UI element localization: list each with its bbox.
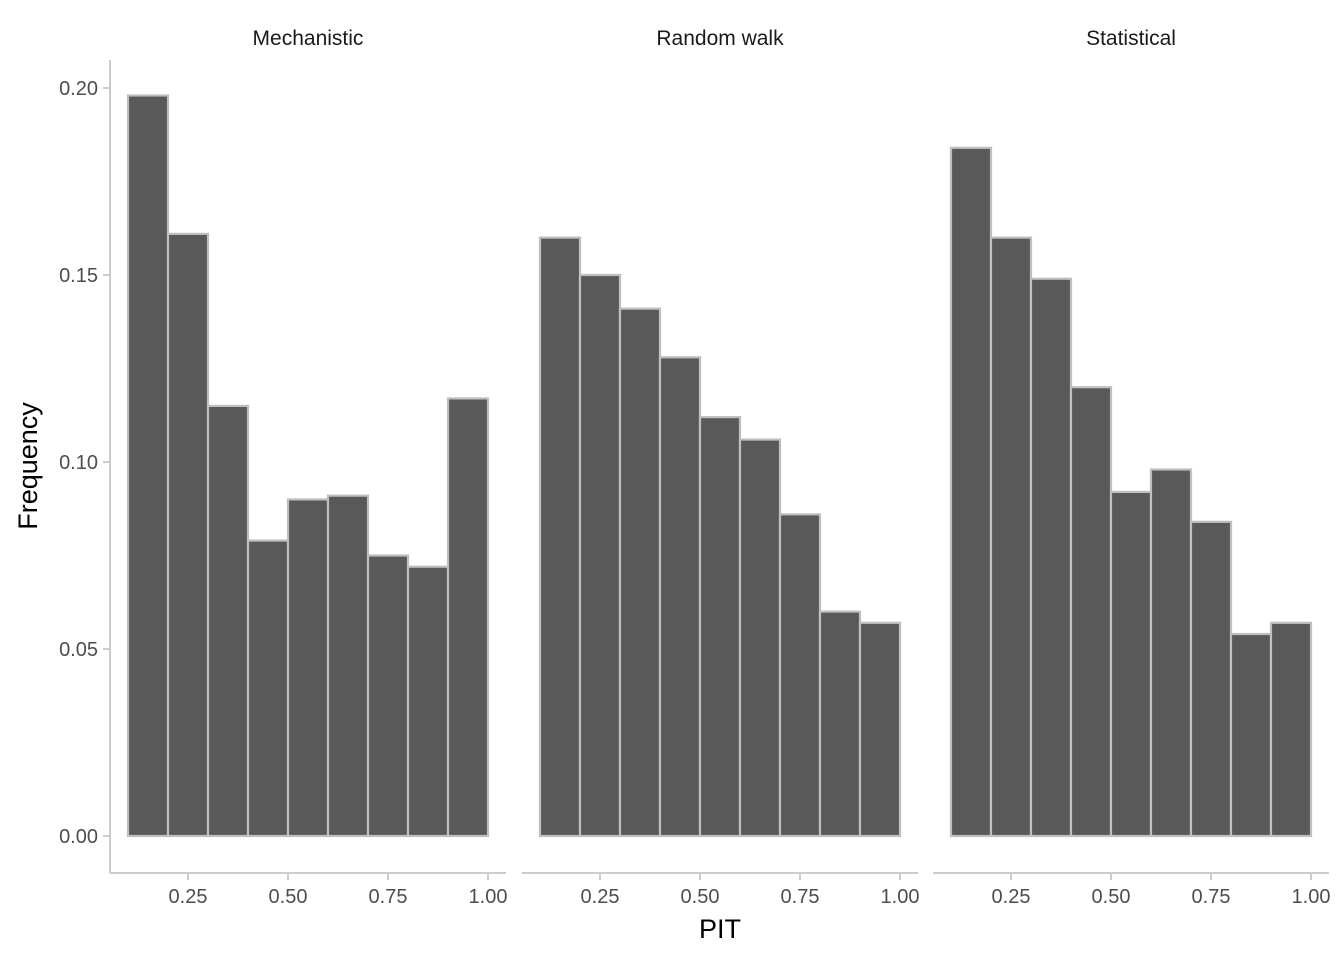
histogram-bar bbox=[1269, 621, 1313, 838]
histogram-bar bbox=[538, 236, 582, 838]
y-tick-label: 0.05 bbox=[59, 639, 98, 661]
facet-title: Statistical bbox=[1086, 27, 1176, 50]
histogram-bar bbox=[698, 416, 742, 838]
x-tick-label: 0.75 bbox=[781, 886, 820, 908]
facet-panel-mechanistic: Mechanistic 0.25 0.50 0.75 1.00 0.00 0.05 0.10 0… bbox=[59, 27, 507, 908]
x-tick-label: 0.25 bbox=[169, 886, 208, 908]
x-tick-label: 0.50 bbox=[269, 886, 308, 908]
facet-panel-statistical: Statistical 0.25 0.50 0.75 1.00 bbox=[933, 27, 1330, 908]
histogram-bar bbox=[326, 494, 370, 838]
histogram-bar bbox=[126, 94, 170, 838]
histogram-bar bbox=[1189, 520, 1233, 838]
histogram-bar bbox=[738, 438, 782, 838]
histogram-bar bbox=[578, 273, 622, 838]
facets-layer: Mechanistic 0.25 0.50 0.75 1.00 0.00 0.05 0.10 0… bbox=[59, 27, 1330, 908]
histogram-bar bbox=[1069, 386, 1113, 838]
histogram-bar bbox=[949, 146, 993, 838]
histogram-bar bbox=[658, 356, 702, 838]
histogram-bar bbox=[1109, 490, 1153, 838]
x-tick-label: 0.25 bbox=[992, 886, 1031, 908]
facet-title: Mechanistic bbox=[253, 27, 364, 50]
histogram-bar bbox=[246, 539, 290, 838]
histogram-bar bbox=[406, 565, 450, 838]
histogram-bar bbox=[989, 236, 1033, 838]
histogram-bar bbox=[366, 554, 410, 838]
facet-panel-random-walk: Random walk 0.25 0.50 0.75 1.00 bbox=[522, 27, 919, 908]
histogram-bar bbox=[1229, 632, 1273, 838]
x-tick-label: 0.25 bbox=[581, 886, 620, 908]
x-axis-title: PIT bbox=[699, 914, 741, 944]
histogram-bar bbox=[1029, 277, 1073, 838]
x-tick-label: 1.00 bbox=[881, 886, 920, 908]
histogram-bar bbox=[206, 404, 250, 838]
histogram-bar bbox=[778, 513, 822, 838]
y-tick-label: 0.20 bbox=[59, 78, 98, 100]
histogram-bar bbox=[618, 307, 662, 838]
histogram-bar bbox=[818, 610, 862, 838]
y-tick-label: 0.15 bbox=[59, 265, 98, 287]
histogram-bar bbox=[446, 397, 490, 838]
x-tick-label: 0.50 bbox=[1092, 886, 1131, 908]
x-tick-label: 0.75 bbox=[1192, 886, 1231, 908]
histogram-bar bbox=[166, 232, 210, 838]
x-tick-label: 1.00 bbox=[1292, 886, 1331, 908]
x-tick-label: 0.75 bbox=[369, 886, 408, 908]
x-tick-label: 0.50 bbox=[681, 886, 720, 908]
x-tick-label: 1.00 bbox=[469, 886, 508, 908]
y-axis-title: Frequency bbox=[13, 402, 43, 530]
histogram-bar bbox=[858, 621, 902, 838]
facet-title: Random walk bbox=[656, 27, 784, 50]
histogram-bar bbox=[286, 498, 330, 838]
y-tick-label: 0.10 bbox=[59, 452, 98, 474]
histogram-bar bbox=[1149, 468, 1193, 838]
y-tick-label: 0.00 bbox=[59, 826, 98, 848]
